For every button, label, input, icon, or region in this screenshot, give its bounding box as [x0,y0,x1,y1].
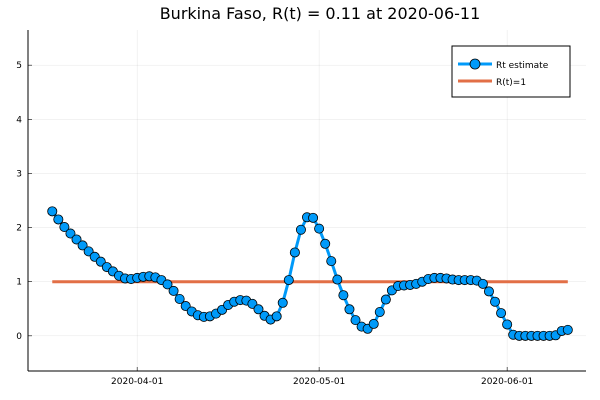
series-rt-point [271,311,282,322]
series-rt-point [496,308,507,319]
series-rt-point [314,223,325,234]
series-rt-line [51,210,569,338]
series-rt-point [483,286,494,297]
legend-ref-label: R(t)=1 [496,78,526,88]
series-rt-point [162,279,173,290]
series-rt-point [380,294,391,305]
series-rt-point [344,304,355,315]
series-rt-point [65,228,76,239]
y-tick-label: 5 [16,61,22,71]
series-rt-point [53,214,64,225]
legend: Rt estimate R(t)=1 [451,45,571,98]
y-tick-label: 4 [16,115,22,125]
series-rt-point [277,297,288,308]
ticks: 0 1 2 3 4 5 2020-04-01 2020-05-01 2020-06-01 [16,61,533,387]
series-rt-point [289,247,300,258]
series-rt-point [477,278,488,289]
series-rt-point [308,212,319,223]
legend-rt-label: Rt estimate [496,61,549,71]
x-tick-label: 2020-05-01 [293,377,345,387]
x-tick-label: 2020-04-01 [111,377,163,387]
series-rt-point [174,294,185,305]
series-rt-point [374,306,385,317]
series-rt-point [326,256,337,267]
series-rt-point [332,274,343,285]
y-tick-label: 2 [16,224,22,234]
series-rt-point [502,319,513,330]
series-rt-point [320,238,331,249]
series-rt-point [295,224,306,235]
y-tick-label: 0 [16,332,22,342]
legend-box [451,45,571,98]
series-rt-point [368,318,379,329]
series-rt [47,206,573,341]
series-rt-point [338,290,349,301]
axes [27,30,586,372]
x-tick-label: 2020-06-01 [481,377,533,387]
series-rt-point [71,234,82,245]
y-tick-label: 1 [16,278,22,288]
series-rt-point [59,222,70,233]
series-rt-point [253,304,264,315]
series-rt-point [350,315,361,326]
legend-rt-marker [469,58,481,70]
y-tick-label: 3 [16,169,22,179]
series-rt-point [490,296,501,307]
series-rt-point [168,285,179,296]
series-rt-point [47,206,58,217]
series-rt-point [283,275,294,286]
chart-title: Burkina Faso, R(t) = 0.11 at 2020-06-11 [160,4,481,23]
series-rt-point [77,240,88,251]
series-rt-point [562,324,573,335]
